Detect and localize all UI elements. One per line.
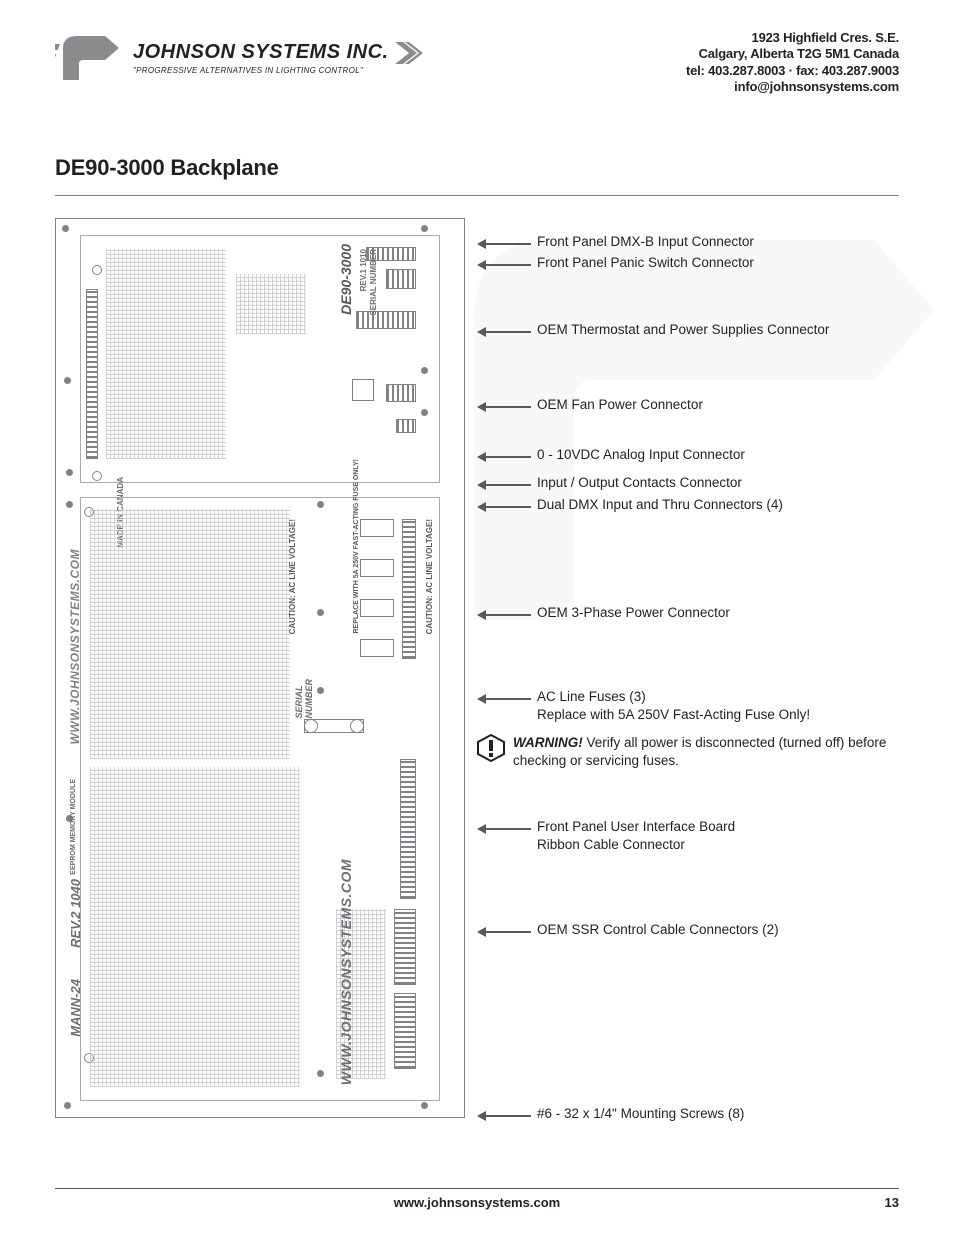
diagram: DE90-3000 REV.1 1010 SERIAL NUMBER MADE … [55, 218, 899, 1118]
callout-row: OEM Thermostat and Power Supplies Connec… [477, 321, 829, 339]
warning-row: WARNING! Verify all power is disconnecte… [477, 734, 899, 770]
company-logo-icon [55, 30, 125, 86]
pcb-caution-1: CAUTION: AC LINE VOLTAGE! [288, 519, 297, 634]
chevron-icon [395, 42, 423, 64]
pcb-rev-small: REV.1 1010 [359, 249, 368, 291]
arrow-icon [477, 480, 531, 490]
callout-text: 0 - 10VDC Analog Input Connector [531, 446, 745, 464]
callout-text: Input / Output Contacts Connector [531, 474, 742, 492]
arrow-icon [477, 239, 531, 249]
callout-text: Front Panel User Interface BoardRibbon C… [531, 818, 735, 854]
pcb-model-label: DE90-3000 [338, 244, 354, 315]
contact-phone: tel: 403.287.8003 · fax: 403.287.9003 [686, 63, 899, 79]
callout-row: OEM SSR Control Cable Connectors (2) [477, 921, 779, 939]
contact-email: info@johnsonsystems.com [686, 79, 899, 95]
callout-text: OEM Fan Power Connector [531, 396, 703, 414]
callout-row: Dual DMX Input and Thru Connectors (4) [477, 496, 783, 514]
callout-text: Front Panel Panic Switch Connector [531, 254, 754, 272]
contact-address2: Calgary, Alberta T2G 5M1 Canada [686, 46, 899, 62]
pcb-replace-fuse: REPLACE WITH 5A 250V FAST-ACTING FUSE ON… [353, 459, 360, 634]
callout-text: Front Panel DMX-B Input Connector [531, 233, 754, 251]
callout-row: OEM 3-Phase Power Connector [477, 604, 730, 622]
pcb-serial-main: SERIALNUMBER [294, 679, 314, 719]
arrow-icon [477, 927, 531, 937]
footer-url: www.johnsonsystems.com [55, 1195, 899, 1210]
arrow-icon [477, 824, 531, 834]
pcb-serial-small: SERIAL NUMBER [369, 249, 378, 316]
pcb-rev-large: REV.2 1040 [68, 879, 83, 948]
pcb-caution-2: CAUTION: AC LINE VOLTAGE! [425, 519, 434, 634]
callout-row: Front Panel User Interface BoardRibbon C… [477, 818, 735, 854]
arrow-icon [477, 610, 531, 620]
pcb-eeprom-label: EEPROM MEMORY MODULE [70, 779, 77, 875]
arrow-icon [477, 694, 531, 704]
callout-text: AC Line Fuses (3)Replace with 5A 250V Fa… [531, 688, 810, 724]
logo-block: JOHNSON SYSTEMS INC. "PROGRESSIVE ALTERN… [55, 30, 423, 86]
page-header: JOHNSON SYSTEMS INC. "PROGRESSIVE ALTERN… [55, 30, 899, 95]
contact-block: 1923 Highfield Cres. S.E. Calgary, Alber… [686, 30, 899, 95]
arrow-icon [477, 502, 531, 512]
company-tagline: "PROGRESSIVE ALTERNATIVES IN LIGHTING CO… [133, 66, 423, 75]
callout-text: OEM SSR Control Cable Connectors (2) [531, 921, 779, 939]
callout-text: OEM 3-Phase Power Connector [531, 604, 730, 622]
callout-row: Front Panel DMX-B Input Connector [477, 233, 754, 251]
title-rule [55, 195, 899, 196]
pcb-mann-label: MANN-24 [68, 979, 83, 1037]
callout-row: #6 - 32 x 1/4" Mounting Screws (8) [477, 1105, 744, 1123]
page-footer: www.johnsonsystems.com 13 [55, 1188, 899, 1210]
arrow-icon [477, 1111, 531, 1121]
pcb-side-url: WWW.JOHNSONSYSTEMS.COM [68, 549, 82, 744]
callout-row: Input / Output Contacts Connector [477, 474, 742, 492]
callout-text: OEM Thermostat and Power Supplies Connec… [531, 321, 829, 339]
arrow-icon [477, 452, 531, 462]
callout-row: OEM Fan Power Connector [477, 396, 703, 414]
callout-text: #6 - 32 x 1/4" Mounting Screws (8) [531, 1105, 744, 1123]
pcb-board: DE90-3000 REV.1 1010 SERIAL NUMBER MADE … [55, 218, 465, 1118]
page-title: DE90-3000 Backplane [55, 155, 899, 181]
pcb-center-url: WWW.JOHNSONSYSTEMS.COM [338, 859, 354, 1085]
arrow-icon [477, 402, 531, 412]
callout-row: 0 - 10VDC Analog Input Connector [477, 446, 745, 464]
arrow-icon [477, 260, 531, 270]
callout-row: AC Line Fuses (3)Replace with 5A 250V Fa… [477, 688, 810, 724]
warning-icon [477, 734, 505, 765]
callout-text: Dual DMX Input and Thru Connectors (4) [531, 496, 783, 514]
company-name: JOHNSON SYSTEMS INC. [133, 41, 389, 64]
callout-row: Front Panel Panic Switch Connector [477, 254, 754, 272]
warning-text: WARNING! Verify all power is disconnecte… [513, 734, 899, 770]
arrow-icon [477, 327, 531, 337]
contact-address1: 1923 Highfield Cres. S.E. [686, 30, 899, 46]
